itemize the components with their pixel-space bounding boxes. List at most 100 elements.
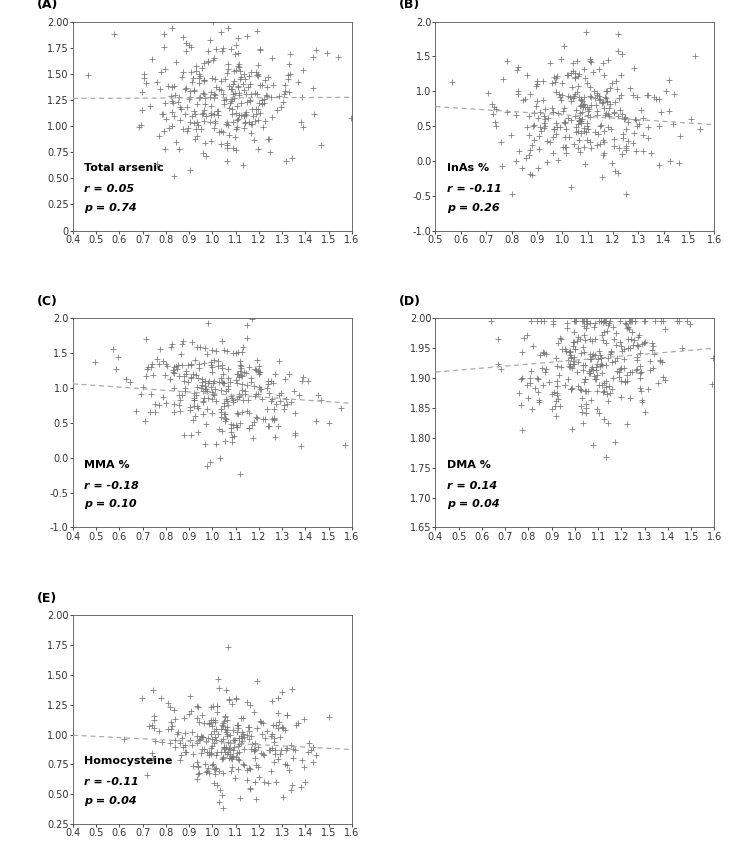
Point: [296, 115, 308, 129]
Point: [191, 380, 203, 394]
Point: [259, 91, 270, 105]
Point: [226, 697, 238, 711]
Point: [599, 413, 610, 426]
Point: [189, 394, 200, 407]
Point: [243, 781, 255, 795]
Point: [235, 96, 247, 110]
Point: [168, 397, 180, 411]
Point: [147, 356, 158, 370]
Point: [268, 718, 279, 732]
Point: [296, 374, 308, 387]
Point: [547, 317, 559, 331]
Point: [166, 119, 178, 133]
Point: [205, 700, 217, 714]
Point: [578, 318, 590, 332]
Text: Homocysteine: Homocysteine: [84, 757, 173, 766]
Point: [233, 731, 244, 745]
Point: [197, 86, 208, 100]
Point: [603, 101, 615, 115]
Point: [254, 43, 266, 57]
Point: [537, 74, 549, 88]
Point: [231, 113, 243, 127]
Point: [262, 377, 274, 391]
Point: [214, 451, 225, 465]
Point: [227, 394, 239, 407]
Point: [153, 398, 165, 412]
Point: [283, 85, 295, 99]
Point: [584, 53, 596, 66]
Point: [608, 332, 620, 346]
Point: [615, 374, 627, 387]
Point: [221, 727, 233, 740]
Point: [577, 340, 588, 354]
Point: [550, 351, 561, 365]
Point: [647, 336, 658, 350]
Point: [246, 117, 257, 131]
Point: [621, 417, 633, 431]
Point: [541, 362, 553, 376]
Point: [213, 375, 225, 389]
Point: [145, 387, 157, 400]
Point: [209, 117, 221, 130]
Point: [243, 761, 255, 775]
Point: [217, 87, 229, 101]
Point: [551, 379, 563, 393]
Point: [553, 392, 564, 406]
Point: [625, 365, 636, 379]
Point: [250, 107, 262, 121]
Point: [215, 405, 227, 419]
Point: [558, 140, 569, 154]
Point: [219, 414, 230, 428]
Point: [173, 369, 184, 383]
Point: [246, 419, 257, 432]
Point: [82, 68, 94, 82]
Point: [156, 735, 168, 749]
Point: [561, 146, 572, 160]
Point: [303, 736, 315, 750]
Point: [299, 775, 311, 789]
Point: [566, 423, 578, 437]
Point: [524, 143, 536, 157]
Point: [615, 361, 627, 375]
Text: (B): (B): [399, 0, 421, 11]
Point: [556, 88, 568, 102]
Point: [631, 362, 643, 376]
Point: [269, 431, 281, 444]
Point: [168, 365, 179, 379]
Point: [267, 727, 278, 740]
Point: [262, 776, 273, 790]
Point: [225, 94, 237, 108]
Point: [303, 374, 314, 387]
Point: [206, 360, 218, 374]
Point: [512, 84, 524, 98]
Point: [232, 30, 243, 44]
Point: [589, 348, 601, 362]
Point: [566, 113, 577, 127]
Point: [217, 376, 229, 390]
Point: [292, 716, 304, 730]
Point: [233, 390, 244, 404]
Point: [219, 411, 230, 425]
Point: [232, 79, 243, 93]
Point: [227, 733, 238, 746]
Point: [230, 123, 242, 136]
Point: [565, 180, 577, 194]
Point: [197, 709, 208, 722]
Point: [222, 714, 233, 728]
Point: [207, 16, 219, 29]
Point: [311, 748, 322, 762]
Point: [241, 378, 253, 392]
Point: [171, 135, 182, 148]
Point: [236, 734, 248, 748]
Point: [235, 368, 247, 381]
Point: [244, 77, 256, 91]
Point: [191, 115, 203, 129]
Point: [604, 380, 615, 394]
Point: [623, 322, 635, 336]
Point: [550, 85, 562, 98]
Point: [221, 136, 233, 150]
Point: [624, 314, 636, 328]
Point: [563, 359, 574, 373]
Point: [221, 721, 233, 734]
Point: [141, 768, 153, 782]
